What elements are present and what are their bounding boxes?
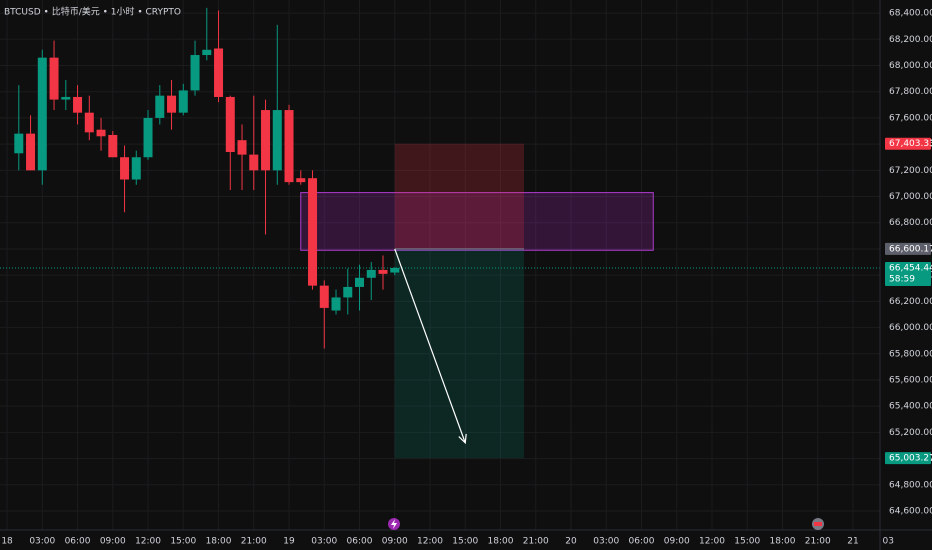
x-tick-label: 03 bbox=[882, 537, 893, 547]
candle-body bbox=[120, 157, 130, 180]
candle-body bbox=[284, 110, 294, 183]
candle-body bbox=[214, 48, 224, 97]
x-tick-label: 12:00 bbox=[417, 537, 443, 547]
candle-body bbox=[108, 134, 118, 158]
countdown: 58:59 bbox=[889, 275, 915, 285]
y-tick-label: 66,000.00 bbox=[889, 323, 932, 333]
y-tick-label: 67,200.00 bbox=[889, 166, 932, 176]
candle-body bbox=[237, 140, 247, 155]
y-tick-label: 65,400.00 bbox=[889, 402, 932, 412]
candle-body bbox=[261, 110, 271, 171]
candle-body bbox=[167, 95, 177, 113]
candle-body bbox=[202, 49, 212, 56]
candle-body bbox=[178, 90, 188, 113]
candle-body bbox=[319, 285, 329, 308]
event-icon-glyph bbox=[814, 522, 822, 526]
x-tick-label: 15:00 bbox=[452, 537, 478, 547]
plot bbox=[0, 7, 880, 459]
x-tick-label: 03:00 bbox=[29, 537, 55, 547]
candle-body bbox=[61, 96, 71, 100]
candle-body bbox=[355, 277, 365, 287]
candle-body bbox=[73, 96, 83, 113]
candle-body bbox=[26, 133, 36, 171]
x-tick-label: 12:00 bbox=[699, 537, 725, 547]
candle-body bbox=[378, 269, 388, 274]
candle-body bbox=[390, 268, 400, 273]
x-tick-label: 18 bbox=[1, 537, 13, 547]
y-tick-label: 68,200.00 bbox=[889, 35, 932, 45]
candle-body bbox=[190, 55, 200, 91]
x-tick-label: 19 bbox=[283, 537, 295, 547]
price-label-bg bbox=[885, 242, 931, 255]
x-tick-label: 12:00 bbox=[135, 537, 161, 547]
y-tick-label: 65,600.00 bbox=[889, 375, 932, 385]
risk-box bbox=[394, 143, 525, 249]
x-tick-label: 03:00 bbox=[311, 537, 337, 547]
x-tick-label: 15:00 bbox=[734, 537, 760, 547]
price-label: 66,600.17 bbox=[889, 244, 932, 254]
y-tick-label: 67,000.00 bbox=[889, 192, 932, 202]
x-tick-label: 06:00 bbox=[347, 537, 373, 547]
y-tick-label: 64,600.00 bbox=[889, 507, 932, 517]
candle-body bbox=[343, 286, 353, 298]
candle-body bbox=[366, 269, 376, 278]
price-label-bg bbox=[885, 452, 931, 465]
x-tick-label: 09:00 bbox=[664, 537, 690, 547]
y-tick-label: 67,800.00 bbox=[889, 87, 932, 97]
x-tick-label: 06:00 bbox=[629, 537, 655, 547]
chart-title: BTCUSD • 比特币/美元 • 1小时 • CRYPTO bbox=[4, 6, 181, 18]
x-tick-label: 21:00 bbox=[805, 537, 831, 547]
y-tick-label: 66,800.00 bbox=[889, 218, 932, 228]
x-tick-label: 06:00 bbox=[65, 537, 91, 547]
candle-body bbox=[225, 96, 235, 152]
x-tick-label: 09:00 bbox=[382, 537, 408, 547]
price-label: 67,403.33 bbox=[889, 139, 932, 149]
candle-body bbox=[84, 112, 94, 133]
x-tick-label: 21:00 bbox=[523, 537, 549, 547]
x-tick-label: 03:00 bbox=[593, 537, 619, 547]
y-tick-label: 68,000.00 bbox=[889, 61, 932, 71]
price-label: 66,454.44 bbox=[889, 264, 932, 274]
event-icon-glyph bbox=[391, 519, 397, 529]
x-tick-label: 21:00 bbox=[241, 537, 267, 547]
y-tick-label: 66,200.00 bbox=[889, 297, 932, 307]
candle-body bbox=[249, 154, 259, 171]
reward-box bbox=[394, 248, 525, 459]
arrow bbox=[394, 248, 466, 444]
x-tick-label: 15:00 bbox=[170, 537, 196, 547]
candle-body bbox=[331, 297, 341, 311]
candle-body bbox=[131, 157, 141, 180]
candle-body bbox=[37, 57, 47, 171]
candle-body bbox=[14, 133, 24, 154]
y-tick-label: 67,600.00 bbox=[889, 113, 932, 123]
zone bbox=[300, 192, 654, 251]
price-label: 65,003.27 bbox=[889, 454, 932, 464]
candle-body bbox=[155, 95, 165, 118]
x-tick-label: 09:00 bbox=[100, 537, 126, 547]
arrow-head bbox=[458, 433, 467, 445]
y-tick-label: 68,400.00 bbox=[889, 9, 932, 19]
candle-body bbox=[296, 178, 306, 183]
x-tick-label: 18:00 bbox=[206, 537, 232, 547]
x-tick-label: 18:00 bbox=[770, 537, 796, 547]
y-tick-label: 65,200.00 bbox=[889, 428, 932, 438]
y-tick-label: 64,800.00 bbox=[889, 480, 932, 490]
candle-body bbox=[49, 57, 59, 100]
x-tick-label: 20 bbox=[565, 537, 577, 547]
candle-body bbox=[143, 117, 153, 158]
x-tick-label: 18:00 bbox=[488, 537, 514, 547]
price-label-bg bbox=[885, 137, 931, 150]
x-tick-label: 21 bbox=[847, 537, 858, 547]
y-tick-label: 65,800.00 bbox=[889, 349, 932, 359]
candle-body bbox=[308, 178, 318, 286]
candle-body bbox=[272, 110, 282, 171]
price-label-bg bbox=[885, 262, 931, 287]
candle-body bbox=[96, 129, 106, 137]
